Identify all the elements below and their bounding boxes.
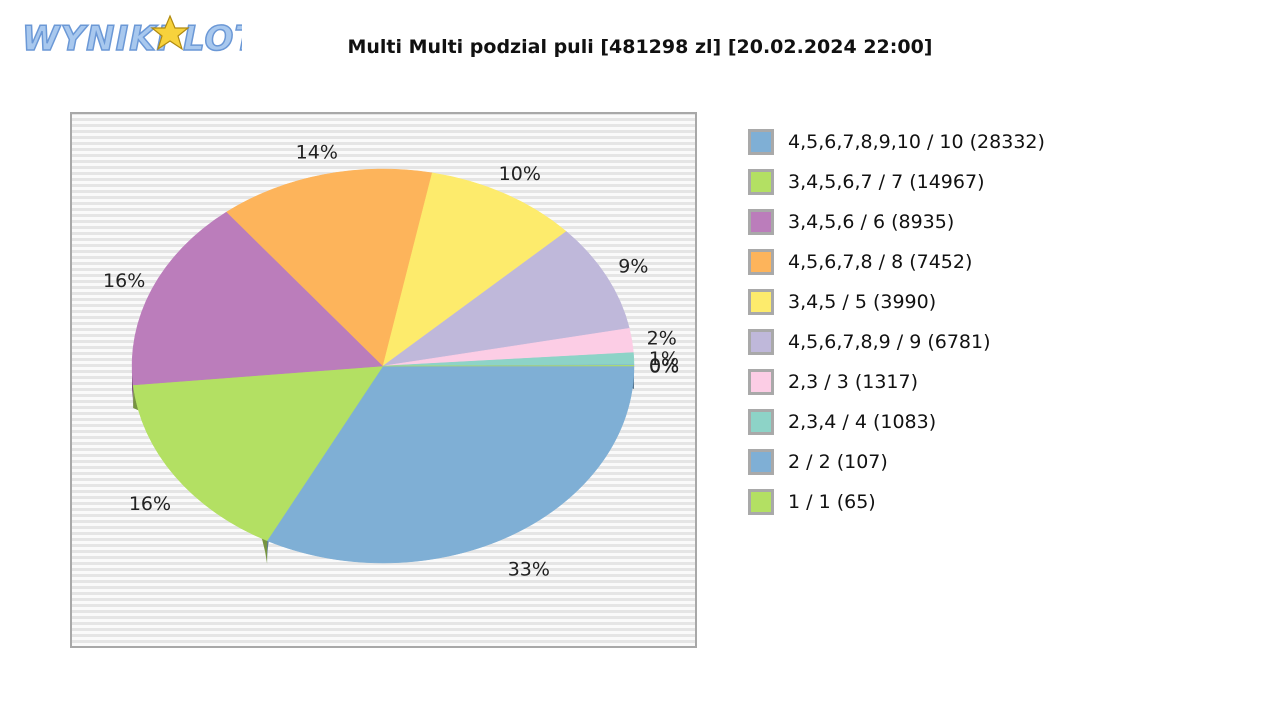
logo-text: WYNIKI LOTTO [22, 19, 242, 58]
pie-slice-label-6: 9% [618, 256, 648, 278]
legend-item: 4,5,6,7,8 / 8 (7452) [748, 242, 1045, 282]
legend-label: 2,3,4 / 4 (1083) [788, 411, 937, 433]
chart-legend: 4,5,6,7,8,9,10 / 10 (28332) 3,4,5,6,7 / 7… [748, 122, 1045, 522]
legend-label: 4,5,6,7,8,9 / 9 (6781) [788, 331, 991, 353]
legend-swatch [748, 409, 774, 435]
legend-item: 1 / 1 (65) [748, 482, 1045, 522]
chart-title: Multi Multi podzial puli [481298 zl] [20… [347, 36, 933, 58]
legend-label: 1 / 1 (65) [788, 491, 876, 513]
pie-slice-label-1: 33% [508, 558, 550, 580]
star-icon [150, 14, 190, 51]
pie-slice-label-4: 14% [296, 142, 338, 164]
legend-swatch [748, 329, 774, 355]
pie-slice-5 [382, 172, 567, 367]
pie-slice-4 [226, 168, 433, 367]
legend-label: 2,3 / 3 (1317) [788, 371, 919, 393]
legend-label: 4,5,6,7,8 / 8 (7452) [788, 251, 973, 273]
legend-label: 4,5,6,7,8,9,10 / 10 (28332) [788, 131, 1045, 153]
legend-label: 3,4,5,6 / 6 (8935) [788, 211, 955, 233]
pie-slice-label-7: 2% [647, 327, 677, 349]
legend-item: 2,3,4 / 4 (1083) [748, 402, 1045, 442]
pie-slice-1 [266, 365, 635, 564]
legend-swatch [748, 289, 774, 315]
legend-item: 4,5,6,7,8,9 / 9 (6781) [748, 322, 1045, 362]
legend-item: 3,4,5,6,7 / 7 (14967) [748, 162, 1045, 202]
legend-item: 3,4,5,6 / 6 (8935) [748, 202, 1045, 242]
pie-chart: 33%16%16%14%10%9%2%1%0%0% [70, 112, 697, 648]
legend-swatch [748, 449, 774, 475]
pie-slice-label-2: 16% [129, 493, 171, 515]
legend-item: 2 / 2 (107) [748, 442, 1045, 482]
legend-swatch [748, 249, 774, 275]
pie-slice-label-5: 10% [499, 163, 541, 185]
pie-slice-label-9: 0% [649, 355, 679, 377]
legend-swatch [748, 129, 774, 155]
legend-item: 2,3 / 3 (1317) [748, 362, 1045, 402]
legend-label: 3,4,5,6,7 / 7 (14967) [788, 171, 985, 193]
pie-slice-2 [132, 365, 384, 542]
legend-swatch [748, 209, 774, 235]
pie-slice-10 [382, 365, 635, 367]
pie-slice-6 [382, 231, 630, 367]
legend-label: 3,4,5 / 5 (3990) [788, 291, 937, 313]
legend-swatch [748, 369, 774, 395]
pie-slice-label-3: 16% [103, 270, 145, 292]
legend-swatch [748, 169, 774, 195]
legend-swatch [748, 489, 774, 515]
pie-slice-label-8: 1% [649, 348, 679, 370]
pie-slice-3 [131, 211, 384, 386]
pie-slice-label-10: 0% [649, 356, 679, 378]
legend-label: 2 / 2 (107) [788, 451, 888, 473]
wyniki-lotto-logo: WYNIKI LOTTO [21, 14, 242, 58]
legend-item: 3,4,5 / 5 (3990) [748, 282, 1045, 322]
legend-item: 4,5,6,7,8,9,10 / 10 (28332) [748, 122, 1045, 162]
